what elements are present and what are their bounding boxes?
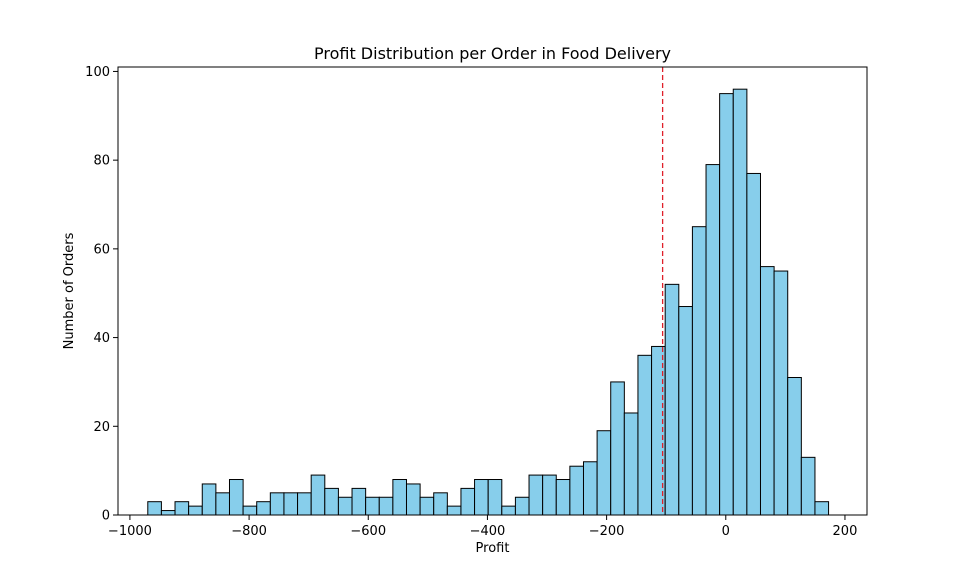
histogram-bar: [501, 505, 516, 516]
histogram-bar: [337, 496, 353, 516]
chart-title: Profit Distribution per Order in Food De…: [314, 44, 671, 63]
histogram-bar: [351, 487, 367, 516]
histogram-bar: [691, 226, 707, 516]
histogram-bar: [215, 492, 230, 516]
histogram-bar: [405, 483, 421, 516]
y-tick-label: 100: [85, 65, 110, 80]
histogram-bar: [800, 456, 816, 516]
histogram-bar: [419, 496, 435, 516]
x-tick-label: −600: [350, 524, 386, 539]
x-axis-ticks: −1000 −800 −600 −400 −200 0 200: [108, 515, 857, 539]
x-tick-label: −200: [589, 524, 625, 539]
x-tick-label: −800: [231, 524, 267, 539]
histogram-bar: [188, 505, 203, 516]
histogram-bar: [433, 492, 448, 516]
histogram-bar: [487, 479, 503, 516]
histogram-bar: [310, 474, 326, 516]
histogram-bar: [160, 510, 176, 516]
histogram-bar: [297, 492, 312, 516]
x-tick-label: −400: [470, 524, 506, 539]
histogram-bar: [787, 377, 802, 516]
x-tick-label: 0: [722, 524, 730, 539]
x-tick-label: 200: [833, 524, 858, 539]
y-tick-label: 60: [93, 242, 110, 257]
histogram-bar: [814, 501, 830, 516]
histogram-bar: [228, 479, 244, 516]
y-tick-label: 0: [102, 509, 110, 524]
y-axis-label: Number of Orders: [62, 232, 77, 349]
histogram-bar: [555, 479, 571, 516]
histogram-bar: [732, 88, 748, 516]
histogram-bar: [664, 283, 680, 516]
histogram-bar: [256, 501, 271, 516]
histogram-bar: [174, 501, 190, 516]
histogram-bar: [569, 465, 584, 516]
histogram-bar: [514, 496, 530, 516]
histogram-bar: [474, 479, 489, 516]
y-tick-label: 80: [93, 154, 110, 169]
histogram-bar: [392, 479, 407, 516]
y-axis-ticks: 0 20 40 60 80 100: [85, 65, 118, 524]
histogram-bar: [773, 270, 789, 516]
histogram-bar: [147, 501, 162, 516]
histogram-bar: [242, 505, 258, 516]
histogram-bar: [719, 93, 734, 516]
histogram-bar: [446, 505, 462, 516]
histogram-bars: [147, 88, 830, 516]
histogram-bar: [582, 461, 598, 516]
histogram-bar: [610, 381, 625, 516]
histogram-bar: [460, 487, 476, 516]
histogram-bar: [269, 492, 285, 516]
y-tick-label: 40: [93, 331, 110, 346]
histogram-bar: [528, 474, 544, 516]
histogram-bar: [378, 496, 394, 516]
histogram-bar: [365, 496, 380, 516]
histogram-bar: [705, 164, 721, 516]
x-tick-label: −1000: [108, 524, 152, 539]
histogram-bar: [542, 474, 557, 516]
histogram-bar: [596, 430, 612, 516]
histogram-bar: [746, 172, 761, 516]
histogram-bar: [283, 492, 299, 516]
y-tick-label: 20: [93, 420, 110, 435]
histogram-bar: [623, 412, 639, 516]
histogram-bar: [637, 354, 653, 516]
histogram-bar: [324, 487, 339, 516]
plot-frame: [117, 66, 868, 516]
histogram-bar: [759, 266, 775, 516]
histogram-bar: [201, 483, 217, 516]
histogram-bar: [678, 306, 693, 516]
x-axis-label: Profit: [476, 541, 510, 556]
